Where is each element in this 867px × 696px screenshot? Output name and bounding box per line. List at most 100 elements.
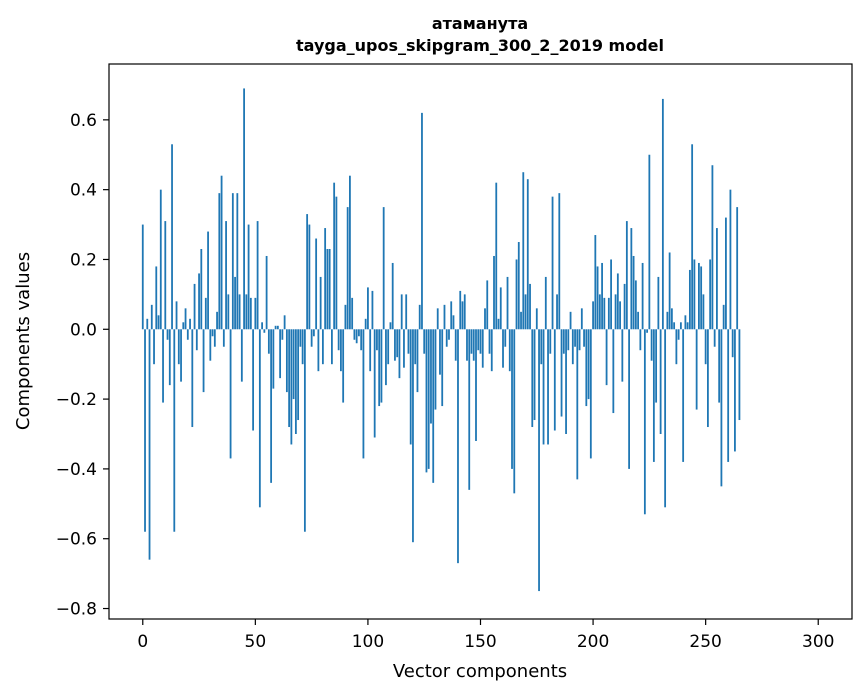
bar-63 — [283, 315, 286, 330]
bar-35 — [220, 175, 223, 330]
bar-3 — [148, 329, 151, 560]
bar-96 — [358, 329, 360, 337]
bar-111 — [391, 262, 394, 330]
bar-48 — [249, 297, 252, 330]
bar-118 — [407, 329, 410, 354]
bar-113 — [396, 329, 399, 358]
bar-162 — [506, 276, 509, 330]
bar-121 — [414, 329, 417, 365]
bar-123 — [418, 304, 421, 330]
bar-62 — [281, 329, 284, 340]
bar-159 — [499, 287, 502, 330]
y-axis-label: Components values — [13, 252, 34, 430]
bar-179 — [544, 276, 547, 330]
bar-205 — [603, 297, 606, 330]
bar-49 — [252, 329, 254, 431]
bar-154 — [488, 329, 491, 354]
bar-143 — [463, 294, 466, 330]
bar-45 — [243, 88, 245, 330]
bar-101 — [369, 329, 372, 372]
bar-229 — [657, 276, 660, 330]
bar-152 — [484, 308, 486, 330]
x-tick-label: 200 — [577, 632, 609, 652]
bar-254 — [713, 329, 716, 347]
bar-18 — [182, 322, 185, 330]
bar-19 — [184, 308, 187, 330]
bar-214 — [623, 283, 626, 330]
bar-220 — [637, 311, 640, 330]
bar-46 — [245, 294, 248, 330]
bar-167 — [517, 242, 520, 330]
bar-145 — [468, 329, 471, 490]
bar-69 — [297, 329, 300, 421]
bar-122 — [416, 329, 419, 393]
bar-82 — [326, 249, 329, 330]
bar-262 — [731, 329, 734, 358]
bar-202 — [596, 266, 599, 330]
bar-193 — [576, 329, 579, 480]
bar-136 — [448, 329, 450, 340]
bar-55 — [265, 255, 268, 330]
y-tick-label: −0.4 — [56, 460, 97, 480]
bar-41 — [234, 276, 236, 330]
bar-12 — [168, 329, 171, 386]
bar-59 — [274, 325, 277, 330]
bar-42 — [236, 193, 239, 330]
bar-192 — [574, 329, 576, 347]
bar-170 — [524, 294, 527, 330]
bar-224 — [646, 329, 649, 333]
bar-132 — [439, 329, 441, 375]
bar-189 — [567, 329, 570, 351]
bar-95 — [355, 329, 358, 344]
bar-64 — [285, 329, 288, 393]
bar-54 — [263, 329, 266, 333]
x-tick-label: 50 — [245, 632, 267, 652]
bar-151 — [481, 329, 484, 368]
bar-187 — [562, 329, 565, 354]
bar-90 — [344, 304, 347, 330]
bar-213 — [621, 329, 624, 382]
bar-246 — [695, 329, 698, 410]
bar-7 — [157, 315, 160, 330]
bar-66 — [290, 329, 293, 445]
bar-226 — [650, 329, 653, 361]
x-tick-label: 100 — [352, 632, 384, 652]
bar-164 — [511, 329, 513, 469]
bar-129 — [432, 329, 435, 483]
bar-51 — [256, 221, 259, 330]
bar-75 — [310, 329, 313, 347]
bar-20 — [186, 329, 189, 340]
bar-166 — [515, 259, 518, 330]
y-tick-label: 0.0 — [70, 320, 97, 340]
bar-241 — [684, 315, 687, 330]
bar-138 — [452, 315, 455, 330]
bar-180 — [547, 329, 549, 445]
x-axis: 0 50 100 150 200 250 300 — [137, 619, 834, 652]
bar-83 — [328, 249, 331, 330]
bar-80 — [321, 329, 324, 365]
bar-81 — [324, 228, 327, 330]
bar-251 — [707, 329, 709, 428]
bar-50 — [254, 297, 257, 330]
bar-100 — [367, 287, 369, 330]
bar-15 — [175, 301, 178, 330]
bar-216 — [628, 329, 630, 469]
bar-37 — [225, 221, 227, 330]
bar-183 — [553, 329, 556, 431]
bar-230 — [659, 329, 662, 434]
bar-91 — [346, 207, 349, 330]
bar-74 — [308, 224, 311, 330]
bar-120 — [412, 329, 414, 543]
bar-181 — [549, 329, 552, 354]
bar-199 — [589, 329, 592, 459]
bar-168 — [520, 311, 522, 330]
y-tick-label: −0.8 — [56, 600, 97, 620]
bar-6 — [155, 266, 158, 330]
bar-240 — [682, 329, 685, 462]
bar-256 — [718, 329, 721, 403]
bar-141 — [459, 290, 462, 330]
bar-128 — [430, 329, 432, 424]
bar-218 — [632, 255, 635, 330]
bar-103 — [373, 329, 376, 438]
bar-65 — [288, 329, 291, 428]
